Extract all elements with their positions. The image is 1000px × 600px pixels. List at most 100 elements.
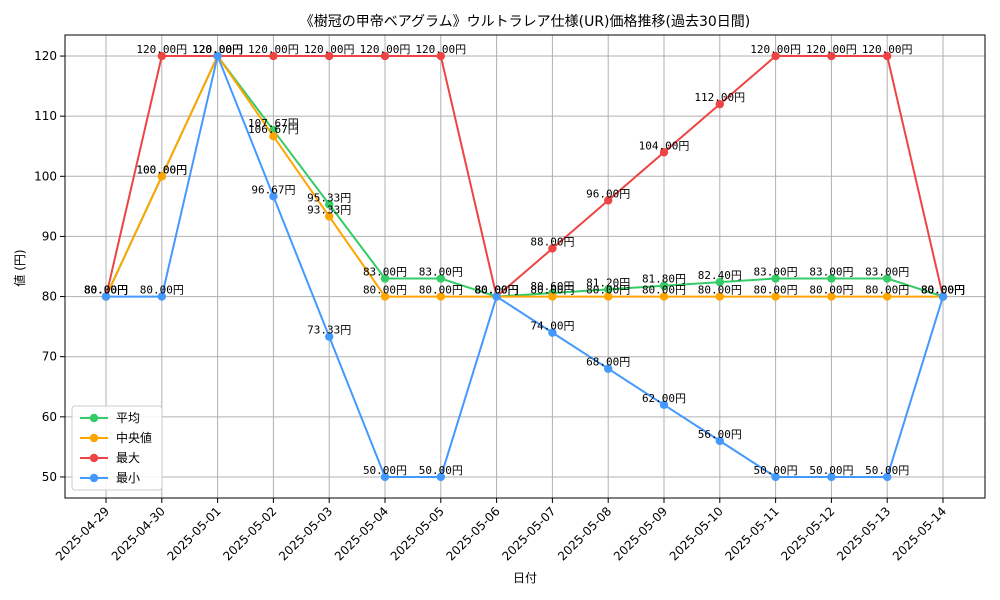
data-point bbox=[101, 292, 111, 301]
x-tick-label: 2025-05-02 bbox=[220, 504, 279, 563]
data-label: 80.00円 bbox=[698, 284, 742, 297]
data-point bbox=[604, 364, 613, 373]
legend-label: 最小 bbox=[116, 471, 140, 485]
y-tick-label: 110 bbox=[34, 109, 57, 123]
data-label: 50.00円 bbox=[419, 464, 463, 477]
x-tick-label: 2025-04-30 bbox=[109, 504, 168, 563]
data-label: 80.00円 bbox=[84, 284, 128, 297]
x-axis-title: 日付 bbox=[513, 571, 537, 585]
y-tick-label: 90 bbox=[42, 229, 57, 243]
y-tick-label: 100 bbox=[34, 169, 57, 183]
data-point bbox=[715, 436, 724, 446]
data-label: 80.00円 bbox=[865, 284, 909, 297]
data-label: 80.00円 bbox=[754, 284, 798, 297]
legend-marker bbox=[89, 453, 99, 463]
data-point bbox=[213, 51, 222, 61]
legend-marker bbox=[89, 473, 99, 483]
data-label: 120.00円 bbox=[806, 43, 857, 56]
data-label: 96.00円 bbox=[586, 187, 630, 200]
data-point bbox=[771, 274, 780, 283]
data-label: 68.00円 bbox=[586, 356, 630, 369]
data-point bbox=[269, 131, 278, 141]
x-tick-label: 2025-05-13 bbox=[834, 504, 893, 563]
data-point bbox=[157, 292, 166, 301]
x-tick-label: 2025-05-09 bbox=[611, 504, 670, 563]
data-label: 80.00円 bbox=[921, 284, 965, 297]
data-label: 80.00円 bbox=[809, 284, 853, 297]
data-label: 83.00円 bbox=[754, 266, 798, 279]
y-tick-label: 50 bbox=[42, 470, 57, 484]
data-point bbox=[604, 196, 613, 205]
data-label: 120.00円 bbox=[862, 43, 913, 56]
x-tick-label: 2025-04-29 bbox=[53, 504, 112, 563]
data-label: 120.00円 bbox=[248, 43, 299, 56]
data-point bbox=[883, 51, 892, 61]
x-tick-label: 2025-05-10 bbox=[667, 504, 726, 563]
data-point bbox=[771, 51, 780, 61]
data-label: 120.00円 bbox=[304, 43, 355, 56]
data-label: 50.00円 bbox=[754, 464, 798, 477]
legend-label: 平均 bbox=[116, 411, 140, 425]
y-tick-label: 120 bbox=[34, 49, 57, 63]
data-label: 80.00円 bbox=[921, 284, 965, 297]
data-point bbox=[325, 332, 334, 341]
data-point bbox=[827, 292, 836, 301]
data-label: 80.00円 bbox=[921, 284, 965, 297]
data-point bbox=[548, 244, 557, 253]
data-label: 120.00円 bbox=[136, 43, 187, 56]
data-label: 88.00円 bbox=[530, 235, 574, 248]
data-point bbox=[883, 472, 892, 482]
data-point bbox=[436, 51, 445, 61]
series-line bbox=[106, 52, 944, 478]
x-tick-label: 2025-05-06 bbox=[444, 504, 503, 563]
series-line bbox=[105, 54, 944, 298]
data-label: 120.00円 bbox=[192, 43, 243, 56]
data-point bbox=[659, 400, 669, 409]
x-tick-label: 2025-05-01 bbox=[165, 504, 224, 563]
series-lines bbox=[101, 51, 948, 482]
data-point bbox=[157, 51, 166, 61]
data-point bbox=[827, 472, 836, 482]
legend-label: 最大 bbox=[116, 451, 140, 465]
data-point bbox=[715, 99, 724, 109]
data-label: 100.00円 bbox=[136, 163, 187, 176]
data-label: 83.00円 bbox=[865, 266, 909, 279]
data-label: 120.00円 bbox=[360, 43, 411, 56]
data-label: 82.40円 bbox=[698, 269, 742, 282]
data-label: 95.33円 bbox=[307, 191, 351, 204]
data-point bbox=[380, 472, 390, 482]
data-point bbox=[436, 274, 445, 283]
data-label: 107.67円 bbox=[248, 117, 299, 130]
data-label: 80.00円 bbox=[642, 284, 686, 297]
data-point bbox=[771, 292, 780, 301]
data-label: 80.00円 bbox=[475, 284, 519, 297]
data-point bbox=[380, 292, 390, 301]
data-label: 80.00円 bbox=[363, 284, 407, 297]
data-label: 83.00円 bbox=[363, 266, 407, 279]
data-label: 80.00円 bbox=[84, 284, 128, 297]
y-tick-label: 70 bbox=[42, 350, 57, 364]
data-point bbox=[548, 292, 557, 301]
data-label: 80.00円 bbox=[475, 284, 519, 297]
data-label: 50.00円 bbox=[363, 464, 407, 477]
data-label: 56.00円 bbox=[698, 428, 742, 441]
data-labels: 80.00円 100.00円 120.00円 107.67円 95.33円 83.00円 8… bbox=[84, 43, 965, 477]
data-point bbox=[883, 292, 892, 301]
data-label: 112.00円 bbox=[694, 91, 745, 104]
data-label: 96.67円 bbox=[251, 183, 295, 196]
x-tick-label: 2025-05-14 bbox=[890, 504, 949, 563]
data-label: 73.33円 bbox=[307, 324, 351, 337]
data-point bbox=[325, 51, 334, 61]
data-label: 80.00円 bbox=[475, 284, 519, 297]
data-label: 80.00円 bbox=[921, 284, 965, 297]
data-point bbox=[659, 148, 669, 157]
data-label: 80.00円 bbox=[586, 284, 630, 297]
data-point bbox=[827, 51, 836, 61]
data-label: 80.00円 bbox=[475, 284, 519, 297]
plot-frame bbox=[64, 34, 986, 499]
y-tick-label: 60 bbox=[42, 410, 57, 424]
chart-title: 《樹冠の甲帝ベアグラム》ウルトラレア仕様(UR)価格推移(過去30日間) bbox=[300, 14, 751, 30]
data-label: 74.00円 bbox=[530, 320, 574, 333]
data-label: 50.00円 bbox=[809, 464, 853, 477]
